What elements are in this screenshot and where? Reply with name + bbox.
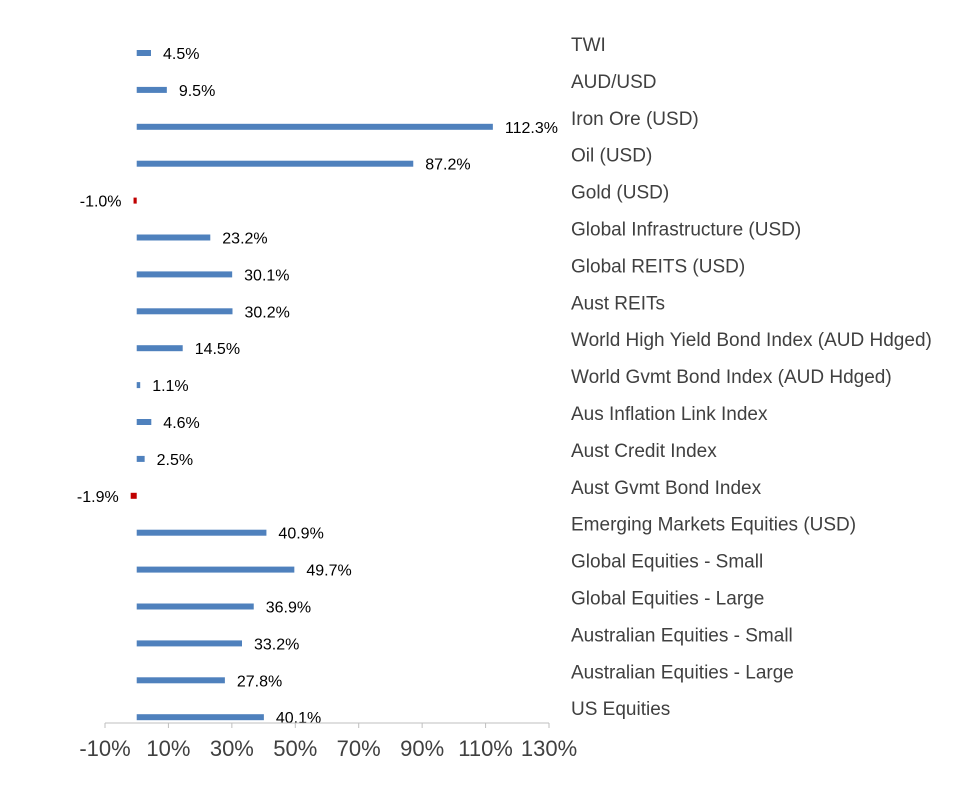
x-tick-label: 110%: [458, 736, 513, 761]
x-tick-label: 90%: [400, 736, 444, 761]
bar: [133, 197, 137, 204]
bar: [136, 677, 225, 684]
category-label: Aust Credit Index: [571, 441, 717, 462]
category-labels-layer: TWI AUD/USD Iron Ore (USD) Oil (USD) Gold (U…: [571, 35, 932, 720]
bar: [136, 271, 233, 278]
bar: [136, 123, 493, 130]
category-label: Oil (USD): [571, 146, 652, 167]
category-label: US Equities: [571, 699, 670, 720]
x-tick-label: 50%: [273, 736, 317, 761]
category-label: Iron Ore (USD): [571, 109, 699, 130]
bar: [136, 345, 183, 352]
value-label: 30.1%: [244, 267, 289, 284]
category-label: Global Infrastructure (USD): [571, 220, 801, 241]
value-label: 30.2%: [244, 304, 289, 321]
category-label: Global REITS (USD): [571, 256, 745, 277]
value-label: 33.2%: [254, 636, 299, 653]
category-label: World High Yield Bond Index (AUD Hdged): [571, 330, 932, 351]
category-label: Australian Equities - Large: [571, 662, 794, 683]
value-label: 23.2%: [222, 231, 267, 248]
category-label: TWI: [571, 35, 606, 56]
value-label: 9.5%: [179, 83, 215, 100]
value-label: 49.7%: [306, 563, 351, 580]
value-label: 1.1%: [152, 378, 188, 395]
x-tick-label: 70%: [337, 736, 381, 761]
category-label: Emerging Markets Equities (USD): [571, 515, 856, 536]
bar: [136, 234, 211, 241]
value-label: 4.5%: [163, 46, 199, 63]
category-label: Global Equities - Large: [571, 589, 764, 610]
bar: [136, 455, 145, 462]
bar: [136, 50, 151, 56]
value-label: 27.8%: [237, 673, 282, 690]
bar: [136, 566, 295, 573]
bar: [136, 603, 254, 610]
bar: [136, 308, 233, 315]
x-tick-label: -10%: [79, 736, 130, 761]
value-label: 40.9%: [278, 526, 323, 543]
bar: [136, 382, 141, 389]
bar: [136, 714, 264, 721]
value-label: -1.9%: [77, 489, 119, 506]
value-label: -1.0%: [80, 194, 122, 211]
x-tick-label: 130%: [521, 736, 577, 761]
bars-layer: [130, 50, 493, 721]
value-label: 112.3%: [505, 120, 558, 137]
bar: [136, 86, 167, 93]
value-label: 2.5%: [157, 452, 193, 469]
category-label: World Gvmt Bond Index (AUD Hdged): [571, 367, 892, 388]
bar: [130, 492, 137, 499]
category-label: Global Equities - Small: [571, 552, 763, 573]
bar: [136, 529, 267, 536]
value-labels-layer: 4.5% 9.5% 112.3% 87.2% -1.0% 23.2% 30.1% 30.2% 1…: [77, 46, 558, 727]
x-axis: -10% 10% 30% 50% 70% 90% 110% 130%: [79, 722, 577, 761]
bar: [136, 419, 152, 425]
category-label: AUD/USD: [571, 72, 657, 93]
category-label: Aust REITs: [571, 293, 665, 314]
x-tick-label: 10%: [146, 736, 190, 761]
value-label: 40.1%: [276, 710, 321, 727]
value-label: 4.6%: [163, 415, 199, 432]
category-label: Aust Gvmt Bond Index: [571, 478, 762, 499]
x-tick-label: 30%: [210, 736, 254, 761]
value-label: 14.5%: [195, 341, 240, 358]
value-label: 36.9%: [266, 600, 311, 617]
value-label: 87.2%: [425, 157, 470, 174]
category-label: Gold (USD): [571, 183, 669, 204]
category-label: Aus Inflation Link Index: [571, 404, 768, 425]
bar: [136, 640, 242, 647]
category-label: Australian Equities - Small: [571, 625, 793, 646]
bar: [136, 160, 414, 167]
